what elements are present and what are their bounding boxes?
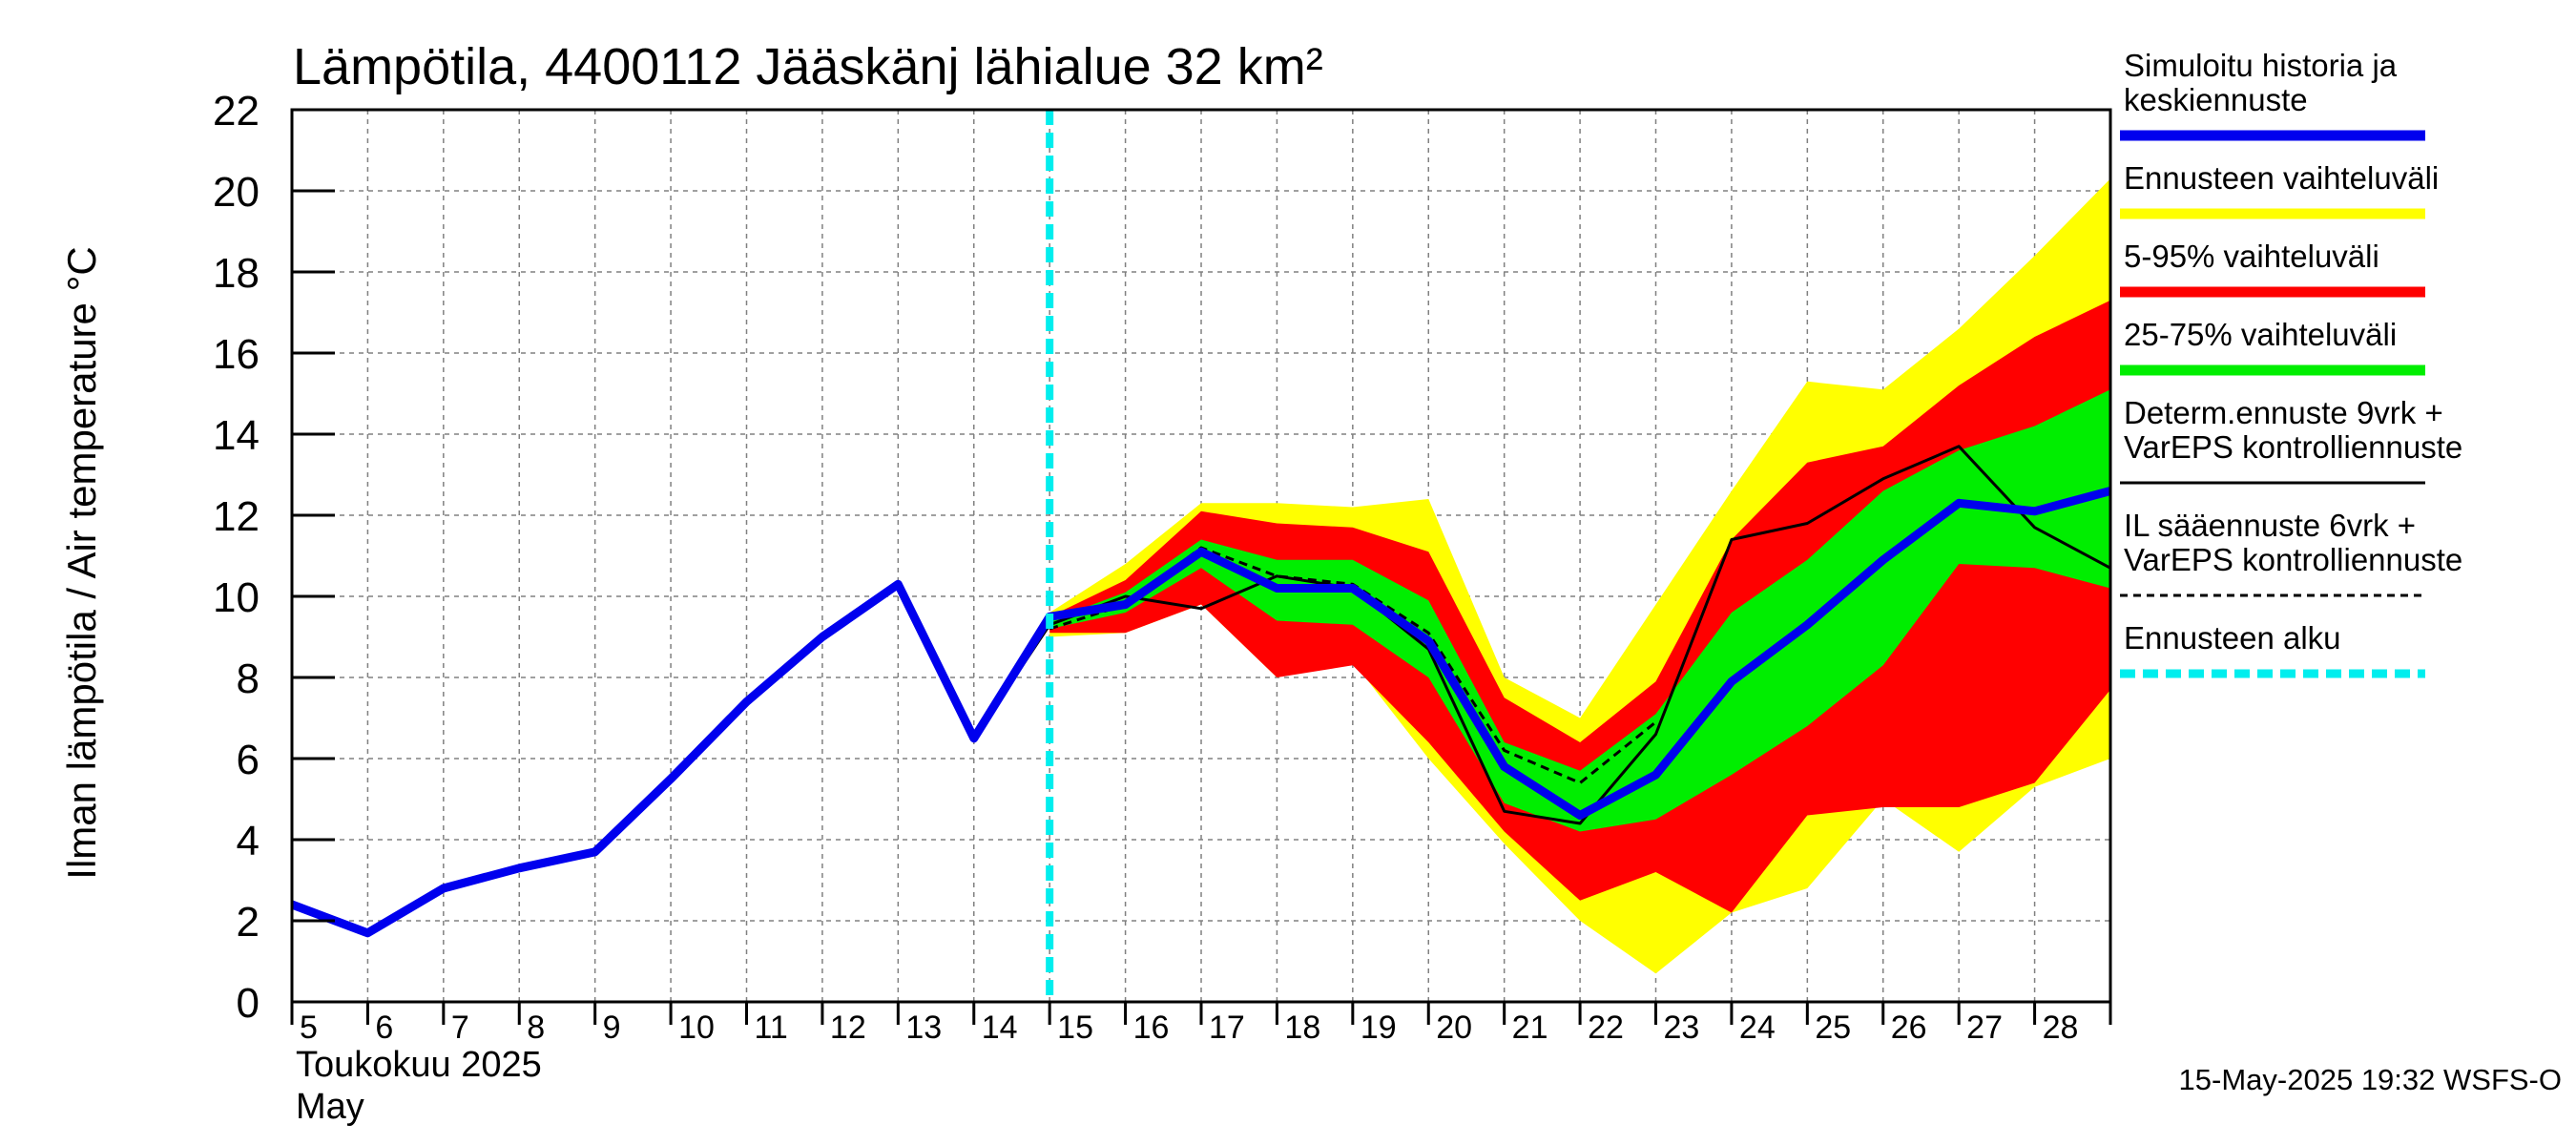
y-tick-label: 22 [213, 88, 260, 135]
chart-title: Lämpötila, 4400112 Jääskänj lähialue 32 … [293, 38, 1323, 95]
legend-label: Determ.ennuste 9vrk + [2124, 395, 2443, 430]
history-and-mean-line [290, 487, 2112, 938]
x-tick-label: 21 [1512, 1010, 1548, 1046]
x-tick-label: 25 [1815, 1010, 1851, 1046]
y-tick-label: 8 [237, 656, 260, 702]
y-tick-label: 0 [237, 980, 260, 1027]
x-tick-label: 14 [982, 1010, 1018, 1046]
legend-label: 25-75% vaihteluväli [2124, 317, 2397, 352]
x-tick-label: 23 [1664, 1010, 1700, 1046]
x-tick-label: 20 [1436, 1010, 1472, 1046]
y-tick-label: 10 [213, 574, 260, 621]
month-label-en: May [296, 1087, 364, 1127]
month-label-fi: Toukokuu 2025 [296, 1045, 542, 1085]
legend-label: Ennusteen vaihteluväli [2124, 160, 2439, 196]
y-tick-label: 12 [213, 493, 260, 540]
band-5-95 [1049, 300, 2110, 913]
x-tick-label: 16 [1133, 1010, 1170, 1046]
x-tick-label: 13 [905, 1010, 942, 1046]
y-tick-label: 14 [213, 412, 260, 459]
x-tick-label: 18 [1284, 1010, 1320, 1046]
x-tick-label: 22 [1588, 1010, 1624, 1046]
legend-label: Simuloitu historia ja [2124, 48, 2398, 83]
x-tick-label: 19 [1361, 1010, 1397, 1046]
legend-label: keskiennuste [2124, 82, 2308, 117]
y-tick-label: 2 [237, 899, 260, 946]
timestamp-footer: 15-May-2025 19:32 WSFS-O [2179, 1063, 2562, 1096]
x-tick-label: 7 [451, 1010, 469, 1046]
band-25-75 [1049, 389, 2110, 832]
x-tick-label: 8 [527, 1010, 545, 1046]
y-tick-label: 6 [237, 737, 260, 783]
x-tick-label: 5 [300, 1010, 318, 1046]
x-tick-label: 9 [603, 1010, 621, 1046]
y-tick-label: 16 [213, 331, 260, 378]
legend-label: IL sääennuste 6vrk + [2124, 508, 2416, 543]
x-tick-label: 27 [1966, 1010, 2003, 1046]
x-tick-label: 12 [830, 1010, 866, 1046]
y-tick-label: 20 [213, 169, 260, 216]
legend-label: Ennusteen alku [2124, 620, 2341, 656]
x-tick-label: 28 [2043, 1010, 2079, 1046]
y-tick-label: 4 [237, 818, 260, 864]
x-tick-label: 6 [375, 1010, 393, 1046]
legend-label: VarEPS kontrolliennuste [2124, 429, 2462, 465]
y-tick-label: 18 [213, 250, 260, 297]
legend-label: VarEPS kontrolliennuste [2124, 542, 2462, 577]
x-tick-label: 24 [1739, 1010, 1776, 1046]
x-tick-label: 26 [1891, 1010, 1927, 1046]
legend-label: 5-95% vaihteluväli [2124, 239, 2379, 274]
x-tick-label: 15 [1057, 1010, 1093, 1046]
x-tick-label: 10 [678, 1010, 715, 1046]
y-axis-label: Ilman lämpötila / Air temperature °C [59, 246, 104, 879]
x-tick-label: 11 [755, 1010, 788, 1046]
x-tick-label: 17 [1209, 1010, 1245, 1046]
